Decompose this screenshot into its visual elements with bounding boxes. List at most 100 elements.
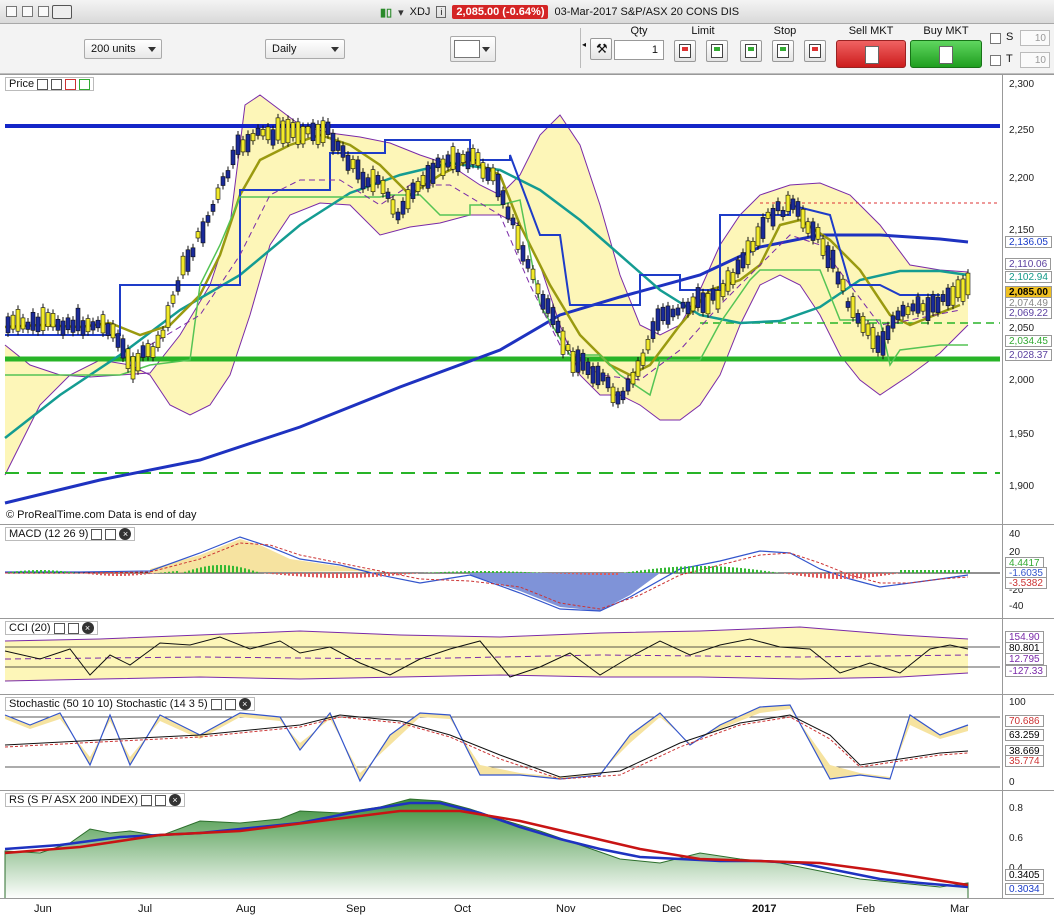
candle-up <box>765 211 771 219</box>
cci-panel[interactable]: CCI (20) × 154.90 80.801 12.795 -127.33 <box>0 618 1054 695</box>
window-icon[interactable] <box>155 794 166 806</box>
candle-up <box>530 268 536 280</box>
limit-sell-button[interactable] <box>674 40 696 62</box>
s-checkbox[interactable] <box>990 33 1001 44</box>
window-icon[interactable] <box>224 698 236 710</box>
limit-label: Limit <box>691 25 715 37</box>
wrench-icon[interactable] <box>210 698 222 710</box>
move-down-icon[interactable] <box>65 78 77 90</box>
macd-histogram-bar <box>792 573 794 575</box>
macd-histogram-bar <box>564 573 566 574</box>
macd-histogram-bar <box>324 573 326 578</box>
macd-histogram-bar <box>432 572 434 573</box>
stoch-chart[interactable] <box>0 695 1002 791</box>
ticker-symbol[interactable]: XDJ <box>409 6 431 18</box>
x-tick-label: 2017 <box>752 903 777 915</box>
wrench-icon[interactable] <box>37 78 49 90</box>
collapse-arrow-icon[interactable]: ◂ <box>582 40 587 49</box>
candle-up <box>85 318 91 333</box>
macd-histogram-bar <box>604 573 606 575</box>
macd-histogram-bar <box>900 570 902 573</box>
window-minimize-icon[interactable] <box>22 6 33 17</box>
period-select[interactable]: Daily <box>265 39 345 59</box>
window-icon[interactable] <box>105 528 117 540</box>
macd-histogram-bar <box>216 565 218 573</box>
x-axis[interactable]: Jun Jul Aug Sep Oct Nov Dec 2017 Feb Mar <box>0 898 1054 919</box>
candle-up <box>610 386 616 403</box>
window-menu-icon[interactable] <box>6 6 17 17</box>
macd-panel[interactable]: MACD (12 26 9) × 40200-20-404.4417-1.603… <box>0 524 1054 619</box>
wrench-icon[interactable] <box>91 528 103 540</box>
macd-histogram-bar <box>668 567 670 573</box>
candle-up <box>565 344 571 351</box>
macd-histogram-bar <box>608 573 610 575</box>
wrench-icon[interactable] <box>53 622 65 634</box>
value-tag: 2,034.45 <box>1005 335 1052 347</box>
macd-chart[interactable] <box>0 525 1002 619</box>
y-tick-label: 1,900 <box>1009 481 1035 492</box>
close-icon[interactable]: × <box>119 528 132 540</box>
close-icon[interactable]: × <box>169 794 181 806</box>
macd-histogram-bar <box>484 571 486 573</box>
close-icon[interactable]: × <box>81 622 94 634</box>
sell-mkt-button[interactable] <box>836 40 906 68</box>
window-icon[interactable] <box>67 622 79 634</box>
macd-y-axis[interactable]: 40200-20-404.4417-1.6035-3.5382 <box>1002 525 1054 619</box>
keyboard-icon[interactable] <box>52 5 72 19</box>
macd-histogram-bar <box>436 572 438 573</box>
close-icon[interactable]: × <box>238 698 251 710</box>
candle-up <box>785 194 791 212</box>
window-icon[interactable] <box>51 78 63 90</box>
buy-mkt-button[interactable] <box>910 40 982 68</box>
stop-buy-button[interactable] <box>740 40 762 62</box>
info-icon[interactable]: i <box>436 6 447 18</box>
t-checkbox[interactable] <box>990 55 1001 66</box>
units-select[interactable]: 200 units <box>84 39 162 59</box>
candle-down <box>340 145 346 158</box>
t-input[interactable]: 10 <box>1020 52 1050 68</box>
wrench-icon[interactable] <box>141 794 152 806</box>
cci-band-fill <box>5 627 968 681</box>
rs-panel[interactable]: RS (S P/ ASX 200 INDEX) × 0.8 0.6 0.40.340… <box>0 790 1054 899</box>
candle-up <box>840 278 846 292</box>
stop-bracket-button[interactable] <box>804 40 826 62</box>
macd-histogram-bar <box>664 567 666 573</box>
candle-down <box>30 311 36 331</box>
move-up-icon[interactable] <box>79 78 91 90</box>
rs-y-axis[interactable]: 0.8 0.6 0.40.3405 0.3034 <box>1002 791 1054 899</box>
cci-chart[interactable] <box>0 619 1002 695</box>
value-tag: 63.259 <box>1005 729 1044 741</box>
candle-up <box>440 158 446 176</box>
stoch-panel[interactable]: Stochastic (50 10 10) Stochastic (14 3 5… <box>0 694 1054 791</box>
candle-down <box>740 252 746 269</box>
candle-down <box>35 316 41 333</box>
candle-down <box>595 365 601 386</box>
candle-up <box>195 231 201 239</box>
macd-histogram-bar <box>584 573 586 575</box>
price-panel[interactable]: Price © ProRealTime.com Data is end of d… <box>0 74 1054 525</box>
limit-buy-button[interactable] <box>706 40 728 62</box>
stoch-y-axis[interactable]: 100 0 70.686 63.259 38.669 35.774 <box>1002 695 1054 791</box>
candle-down <box>600 372 606 382</box>
macd-histogram-bar <box>648 569 650 573</box>
candle-down <box>775 201 781 212</box>
wrench-icon[interactable]: ⚒ <box>590 38 612 60</box>
cci-y-axis[interactable]: 154.90 80.801 12.795 -127.33 <box>1002 619 1054 695</box>
candle-down <box>210 204 216 212</box>
dropdown-arrow-icon[interactable]: ▾ <box>398 6 404 19</box>
macd-histogram-bar <box>636 570 638 573</box>
stop-sell-button[interactable] <box>772 40 794 62</box>
s-input[interactable]: 10 <box>1020 30 1050 46</box>
indicators-button[interactable] <box>450 36 496 62</box>
price-y-axis[interactable]: 2,3002,2502,2002,1502,1002,0502,0001,950… <box>1002 75 1054 525</box>
price-chart[interactable] <box>0 75 1002 525</box>
qty-input[interactable]: 1 <box>614 40 664 60</box>
candle-down <box>105 323 111 336</box>
chart-type-icon[interactable]: ▮▯ <box>380 6 393 19</box>
macd-histogram-bar <box>372 573 374 578</box>
rs-chart[interactable] <box>0 791 1002 899</box>
macd-histogram <box>8 565 970 579</box>
value-tag: 35.774 <box>1005 755 1044 767</box>
y-tick-label: 2,150 <box>1009 225 1035 236</box>
window-maximize-icon[interactable] <box>38 6 49 17</box>
